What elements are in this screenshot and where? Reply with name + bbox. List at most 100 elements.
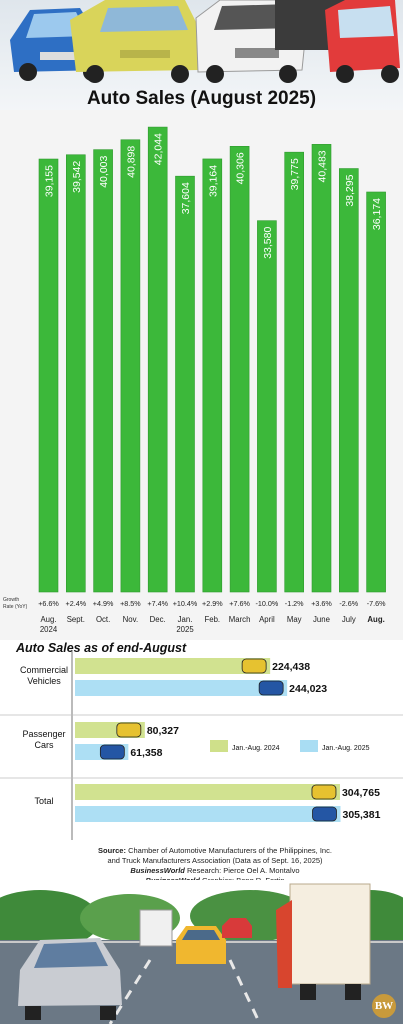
highway-scene	[0, 880, 403, 1024]
bar	[257, 220, 277, 593]
car-icon	[116, 722, 142, 738]
hbar-value-label: 305,381	[343, 809, 381, 821]
x-tick-label: 2024	[40, 625, 58, 634]
research-name: Pierce Oel A. Montalvo	[223, 866, 300, 875]
x-tick-label: July	[342, 615, 356, 624]
car-icon	[312, 806, 337, 822]
chart-title: Auto Sales (August 2025)	[86, 88, 317, 109]
hbar	[75, 680, 288, 696]
growth-rate-label: -1.2%	[285, 599, 304, 608]
bar-value-label: 40,003	[98, 155, 110, 187]
hbar-value-label: 61,358	[130, 747, 162, 759]
bar	[175, 175, 195, 593]
bar-value-label: 42,044	[153, 133, 165, 165]
x-tick-label: Feb.	[204, 615, 220, 624]
bar	[120, 139, 141, 593]
red-car-icon	[222, 918, 252, 938]
growth-rate-label: +2.9%	[202, 599, 223, 608]
legend-label: Jan.-Aug. 2024	[232, 745, 280, 752]
bar-value-label: 37,604	[180, 182, 192, 214]
horizontal-chart-title: Auto Sales as of end-August	[16, 641, 187, 655]
bar-value-label: 38,295	[344, 174, 356, 206]
bar	[202, 158, 223, 593]
x-tick-label: Dec.	[150, 615, 166, 624]
monthly-bar-chart: 39,155+6.6%Aug.202439,542+2.4%Sept.40,00…	[0, 110, 403, 640]
bar-value-label: 40,898	[125, 146, 137, 178]
growth-rate-label: +7.6%	[229, 599, 250, 608]
growth-rate-label: +6.6%	[38, 599, 59, 608]
hbar-value-label: 244,023	[289, 683, 327, 695]
bar	[284, 151, 305, 593]
source-line-2: and Truck Manufacturers Association (Dat…	[107, 856, 323, 865]
hbar	[75, 806, 341, 822]
bar-value-label: 40,483	[317, 150, 329, 182]
car-icon	[311, 784, 337, 800]
highway-illustration	[0, 880, 403, 1024]
x-tick-label: Aug.	[367, 615, 384, 624]
row-label: Growth	[3, 597, 19, 603]
bar-value-label: 40,306	[235, 152, 247, 184]
bar	[229, 145, 250, 593]
yellow-car-icon	[176, 926, 226, 964]
growth-rate-label: +10.4%	[173, 599, 198, 608]
x-tick-label: 2025	[176, 625, 194, 634]
growth-rate-label: -10.0%	[256, 599, 279, 608]
x-tick-label: June	[313, 615, 330, 624]
car-icon	[99, 744, 125, 760]
source-label: Source:	[98, 846, 126, 855]
x-tick-label: May	[287, 615, 302, 624]
car-icon	[258, 680, 284, 696]
bar	[38, 158, 59, 593]
white-van-icon	[139, 909, 173, 947]
category-label: Total	[34, 796, 53, 806]
red-truck-icon	[275, 0, 400, 83]
bar-value-label: 39,164	[207, 165, 219, 197]
bar	[311, 144, 332, 593]
legend-label: Jan.-Aug. 2025	[322, 745, 370, 752]
businessworld-logo: BW	[372, 994, 396, 1018]
growth-rate-label: +3.6%	[311, 599, 332, 608]
bar-value-label: 39,155	[44, 165, 56, 197]
category-label: Cars	[34, 740, 54, 750]
growth-rate-label: +8.5%	[120, 599, 141, 608]
x-tick-label: Jan.	[178, 615, 193, 624]
hbar-value-label: 224,438	[272, 661, 310, 673]
x-tick-label: April	[259, 615, 275, 624]
growth-rate-label: -7.6%	[367, 599, 386, 608]
x-tick-label: Aug.	[40, 615, 56, 624]
car-icon	[241, 658, 267, 674]
silver-car-icon	[18, 938, 122, 1020]
bar	[338, 168, 359, 593]
growth-rate-label: +7.4%	[147, 599, 168, 608]
x-tick-label: Oct.	[96, 615, 110, 624]
x-tick-label: Nov.	[123, 615, 138, 624]
hbar	[75, 658, 271, 674]
bar-value-label: 36,174	[371, 198, 383, 230]
legend-swatch	[300, 740, 318, 752]
box-truck-icon	[276, 883, 371, 1000]
bar-value-label: 39,542	[71, 161, 83, 193]
bar-value-label: 39,775	[289, 158, 301, 190]
growth-rate-label: +4.9%	[93, 599, 114, 608]
category-label: Passenger	[22, 729, 65, 739]
hbar	[75, 784, 340, 800]
row-label: Rate (YoY)	[3, 604, 28, 610]
yellow-suv-icon	[70, 0, 200, 83]
bar	[93, 149, 113, 593]
hbar-value-label: 304,765	[342, 787, 380, 799]
growth-rate-label: +2.4%	[66, 599, 87, 608]
legend-swatch	[210, 740, 228, 752]
research-brand: BusinessWorld	[130, 866, 185, 875]
category-label: Commercial	[20, 665, 68, 675]
research-suffix: Research:	[186, 866, 222, 875]
bar	[66, 154, 86, 593]
x-tick-label: March	[229, 615, 251, 624]
bar-value-label: 33,580	[262, 227, 274, 259]
source-line-1: Chamber of Automotive Manufacturers of t…	[128, 846, 332, 855]
header-illustration	[0, 0, 403, 120]
vehicles-illustration	[10, 0, 400, 83]
category-label: Vehicles	[27, 676, 61, 686]
bar	[366, 191, 386, 593]
bar	[147, 126, 168, 593]
